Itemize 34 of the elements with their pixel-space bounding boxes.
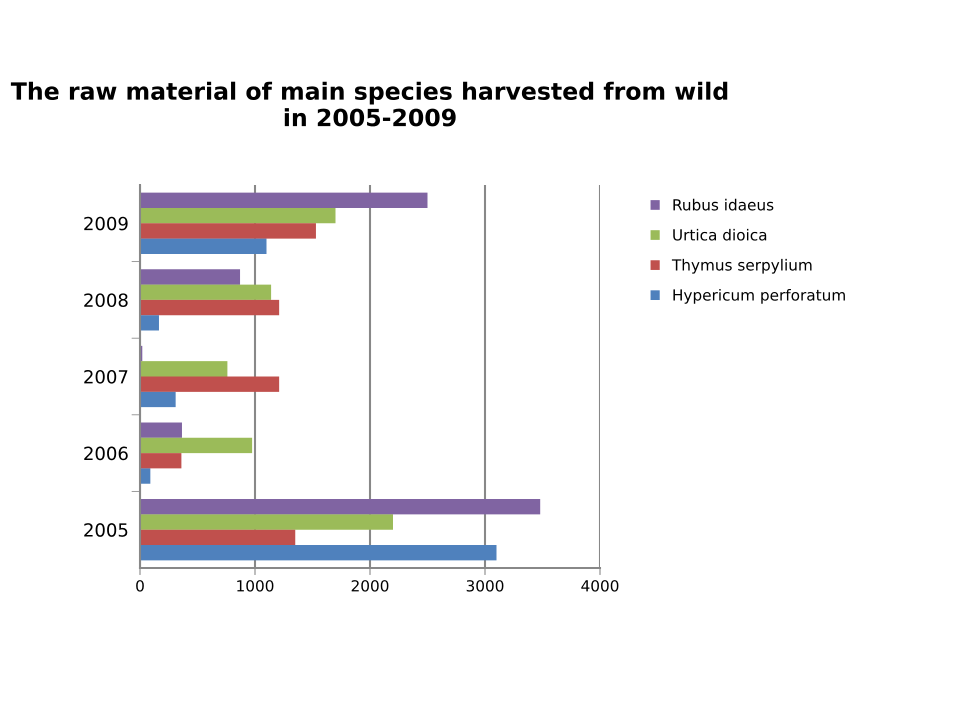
legend-label: Rubus idaeus bbox=[673, 198, 774, 211]
bar bbox=[140, 530, 296, 546]
y-tick-label: 2008 bbox=[84, 293, 128, 308]
bar bbox=[140, 361, 228, 376]
bar bbox=[140, 453, 182, 468]
bar bbox=[140, 315, 159, 331]
bar bbox=[140, 284, 272, 300]
legend-label: Urtica dioica bbox=[673, 228, 766, 241]
bar bbox=[140, 514, 393, 530]
chart-title: The raw material of main species harvested from wild in 2005-2009 bbox=[10, 82, 728, 126]
y-tick-label: 2009 bbox=[84, 216, 128, 230]
x-tick-label: 0 bbox=[136, 580, 144, 592]
bar bbox=[140, 422, 182, 438]
x-tick-label: 3000 bbox=[466, 580, 504, 592]
bar bbox=[140, 238, 266, 254]
bar bbox=[140, 545, 496, 560]
bar bbox=[140, 269, 240, 285]
y-tick-label: 2005 bbox=[84, 523, 128, 537]
bar bbox=[140, 192, 428, 208]
bar bbox=[140, 468, 150, 484]
bar bbox=[140, 392, 176, 408]
bar bbox=[140, 438, 252, 454]
legend-label: Hypericum perforatum bbox=[673, 288, 845, 304]
y-tick-label: 2007 bbox=[84, 370, 128, 384]
x-tick-label: 4000 bbox=[581, 580, 618, 592]
bar bbox=[140, 223, 316, 239]
x-tick-label: 2000 bbox=[352, 580, 388, 592]
bar bbox=[140, 376, 280, 392]
x-tick-label: 1000 bbox=[237, 580, 274, 592]
y-tick-label: 2006 bbox=[84, 446, 128, 460]
bar bbox=[140, 499, 540, 514]
legend-label: Thymus serpylium bbox=[672, 258, 812, 274]
bar bbox=[140, 300, 280, 316]
bar bbox=[140, 208, 336, 224]
